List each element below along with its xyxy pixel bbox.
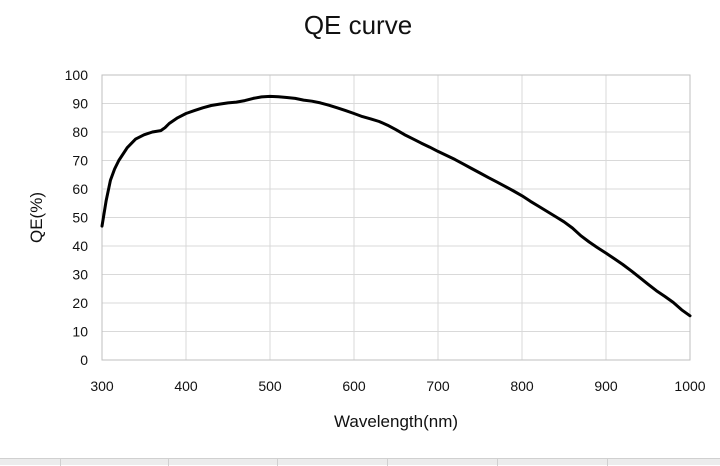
qe-series-line [100, 94, 692, 318]
grid-lines [101, 74, 691, 361]
x-axis-label: Wavelength(nm) [334, 412, 458, 431]
y-axis-ticks: 0 10 20 30 40 50 60 70 80 90 100 [65, 67, 89, 368]
y-tick-label: 90 [72, 96, 88, 112]
strip-separator [277, 459, 278, 466]
x-tick-label: 900 [594, 378, 618, 394]
y-tick-label: 40 [72, 238, 88, 254]
y-tick-label: 60 [72, 181, 88, 197]
y-tick-label: 50 [72, 210, 88, 226]
x-tick-label: 1000 [674, 378, 705, 394]
strip-separator [387, 459, 388, 466]
x-tick-label: 800 [510, 378, 534, 394]
x-tick-label: 700 [426, 378, 450, 394]
strip-separator [168, 459, 169, 466]
x-tick-label: 400 [174, 378, 198, 394]
y-tick-label: 100 [65, 67, 89, 83]
y-tick-label: 80 [72, 124, 88, 140]
x-tick-label: 500 [258, 378, 282, 394]
y-tick-label: 70 [72, 153, 88, 169]
bottom-strip [0, 458, 720, 466]
chart-title: QE curve [304, 10, 412, 40]
x-tick-label: 300 [90, 378, 114, 394]
y-axis-label: QE(%) [27, 192, 46, 243]
strip-separator [607, 459, 608, 466]
x-tick-label: 600 [342, 378, 366, 394]
y-tick-label: 30 [72, 267, 88, 283]
y-tick-label: 0 [80, 352, 88, 368]
x-axis-ticks: 300 400 500 600 700 800 900 1000 [90, 378, 705, 394]
y-tick-label: 20 [72, 295, 88, 311]
strip-separator [60, 459, 61, 466]
strip-separator [497, 459, 498, 466]
y-tick-label: 10 [72, 324, 88, 340]
